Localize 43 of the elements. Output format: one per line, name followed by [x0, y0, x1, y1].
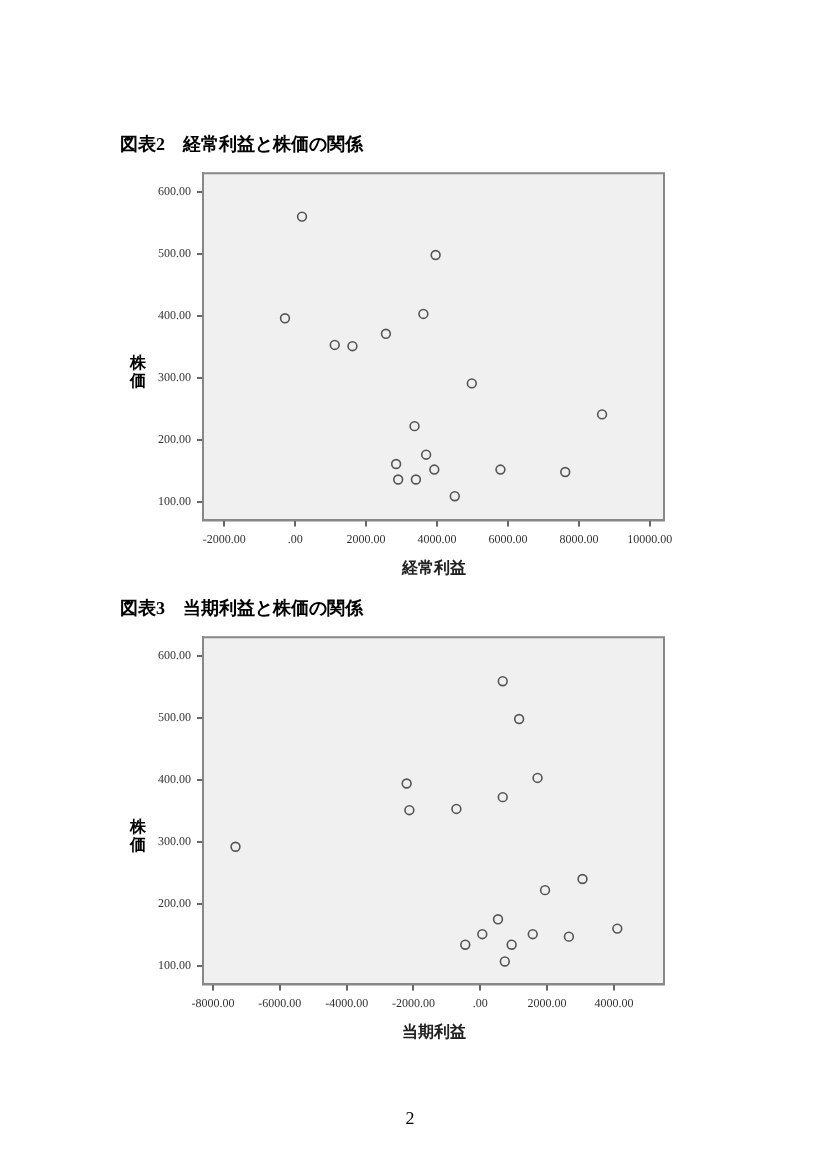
point — [577, 873, 588, 885]
point — [347, 340, 358, 352]
point — [230, 841, 241, 852]
point — [409, 420, 420, 432]
point — [612, 923, 623, 934]
point — [596, 409, 608, 420]
text: 2 — [403, 1108, 417, 1128]
point — [477, 928, 488, 940]
point — [404, 804, 415, 816]
point — [449, 491, 460, 502]
point — [401, 778, 412, 789]
point — [418, 308, 429, 320]
point — [451, 803, 462, 815]
point — [499, 956, 511, 967]
point — [492, 914, 504, 925]
point — [560, 466, 571, 478]
point — [506, 939, 517, 950]
point — [429, 464, 440, 475]
point — [392, 474, 404, 485]
point — [563, 931, 575, 942]
point — [495, 464, 506, 475]
point — [513, 713, 525, 725]
point — [410, 474, 422, 485]
point — [466, 378, 477, 389]
x-axis-title: 経常利益 — [399, 558, 466, 577]
point — [420, 449, 432, 460]
point — [279, 313, 291, 324]
point — [497, 676, 508, 687]
point — [527, 928, 538, 940]
point — [329, 339, 340, 351]
point — [430, 249, 441, 261]
x-axis-title: 当期利益 — [401, 1022, 466, 1041]
point — [497, 791, 508, 803]
point — [539, 884, 551, 896]
y-axis-title: 株価 — [130, 353, 148, 391]
y-axis-title: 株価 — [130, 817, 148, 855]
point — [390, 458, 402, 470]
point — [460, 939, 471, 950]
chart-title: 図表3 当期利益と株価の関係 — [120, 596, 366, 622]
point — [532, 772, 543, 784]
point — [380, 328, 392, 339]
chart-title: 図表2 経常利益と株価の関係 — [120, 132, 366, 158]
point — [296, 211, 308, 222]
